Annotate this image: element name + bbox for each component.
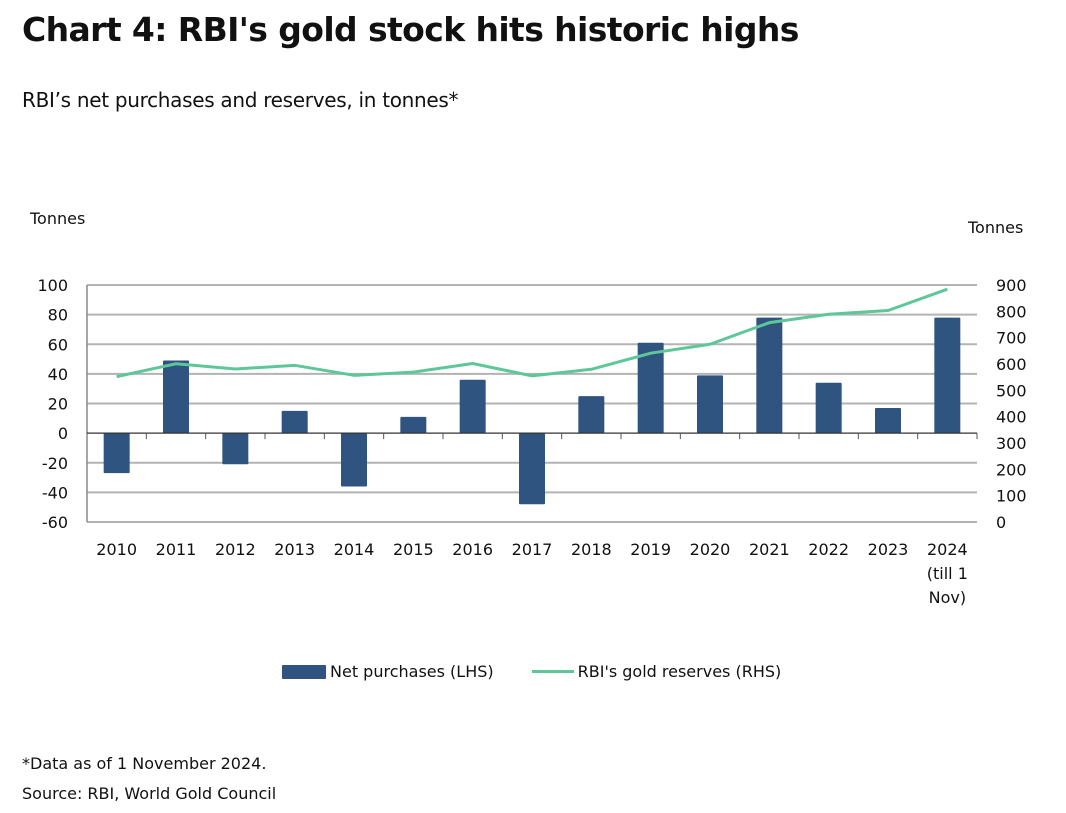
left-tick-label: 100 bbox=[37, 276, 68, 295]
right-tick-label: 100 bbox=[996, 487, 1027, 506]
chart-title: Chart 4: RBI's gold stock hits historic … bbox=[22, 10, 799, 49]
legend-item-net-purchases: Net purchases (LHS) bbox=[282, 662, 494, 681]
source-note: Source: RBI, World Gold Council bbox=[22, 784, 277, 803]
bar bbox=[756, 317, 783, 434]
bar bbox=[934, 317, 961, 434]
right-axis-title: Tonnes bbox=[967, 218, 1023, 237]
bar bbox=[103, 433, 130, 474]
left-tick-label: 80 bbox=[48, 306, 68, 325]
x-tick-label: 2022 bbox=[808, 540, 849, 559]
right-tick-label: 900 bbox=[996, 276, 1027, 295]
bar bbox=[281, 410, 308, 434]
bar bbox=[400, 416, 427, 434]
chart-subtitle: RBI’s net purchases and reserves, in ton… bbox=[22, 88, 459, 112]
right-tick-label: 0 bbox=[996, 513, 1006, 532]
left-axis-title: Tonnes bbox=[29, 209, 85, 228]
bar bbox=[163, 360, 189, 434]
bar bbox=[815, 382, 842, 434]
bar-series bbox=[103, 317, 961, 505]
right-tick-label: 600 bbox=[996, 355, 1027, 374]
right-tick-label: 500 bbox=[996, 381, 1027, 400]
left-tick-label: -60 bbox=[42, 513, 68, 532]
axes bbox=[86, 285, 978, 522]
x-tick-label: 2019 bbox=[630, 540, 671, 559]
reserves-line bbox=[116, 287, 948, 379]
left-tick-label: 20 bbox=[48, 395, 68, 414]
x-tick-label: 2011 bbox=[156, 540, 197, 559]
x-tick-label: 2013 bbox=[274, 540, 315, 559]
left-tick-label: 60 bbox=[48, 335, 68, 354]
x-tick-label: (till 1 bbox=[927, 564, 968, 583]
tick-labels: 100806040200-20-40-609008007006005004003… bbox=[37, 276, 1026, 607]
x-tick-label: 2020 bbox=[690, 540, 731, 559]
legend-line-swatch bbox=[531, 670, 574, 673]
x-tick-label: 2017 bbox=[512, 540, 553, 559]
bar bbox=[578, 396, 605, 434]
left-tick-label: 40 bbox=[48, 365, 68, 384]
right-tick-label: 400 bbox=[996, 408, 1027, 427]
x-tick-label: 2023 bbox=[868, 540, 909, 559]
bar bbox=[341, 433, 367, 487]
x-tick-label: 2016 bbox=[452, 540, 493, 559]
left-tick-label: -40 bbox=[42, 483, 68, 502]
legend: Net purchases (LHS) RBI's gold reserves … bbox=[282, 662, 781, 681]
left-tick-label: 0 bbox=[58, 424, 68, 443]
chart: 100806040200-20-40-609008007006005004003… bbox=[29, 209, 1027, 607]
bar bbox=[637, 342, 664, 434]
bar bbox=[875, 407, 901, 434]
bar bbox=[222, 433, 249, 465]
legend-label-reserves: RBI's gold reserves (RHS) bbox=[577, 662, 782, 681]
x-tick-label: 2012 bbox=[215, 540, 256, 559]
data-note: *Data as of 1 November 2024. bbox=[22, 754, 267, 773]
x-tick-label: 2018 bbox=[571, 540, 612, 559]
bar bbox=[459, 379, 486, 434]
right-tick-label: 300 bbox=[996, 434, 1027, 453]
right-tick-label: 200 bbox=[996, 460, 1027, 479]
x-tick-label: 2014 bbox=[334, 540, 375, 559]
right-tick-label: 700 bbox=[996, 329, 1027, 348]
x-tick-label: 2024 bbox=[927, 540, 968, 559]
bar bbox=[519, 433, 545, 505]
x-tick-label: 2010 bbox=[96, 540, 137, 559]
x-tick-label: 2015 bbox=[393, 540, 434, 559]
bar bbox=[697, 375, 723, 434]
x-tick-label: Nov) bbox=[929, 588, 966, 607]
legend-bar-swatch bbox=[282, 664, 326, 679]
legend-item-reserves: RBI's gold reserves (RHS) bbox=[494, 662, 782, 681]
x-tick-label: 2021 bbox=[749, 540, 790, 559]
right-tick-label: 800 bbox=[996, 302, 1027, 321]
left-tick-label: -20 bbox=[42, 454, 68, 473]
legend-label-net-purchases: Net purchases (LHS) bbox=[330, 662, 494, 681]
